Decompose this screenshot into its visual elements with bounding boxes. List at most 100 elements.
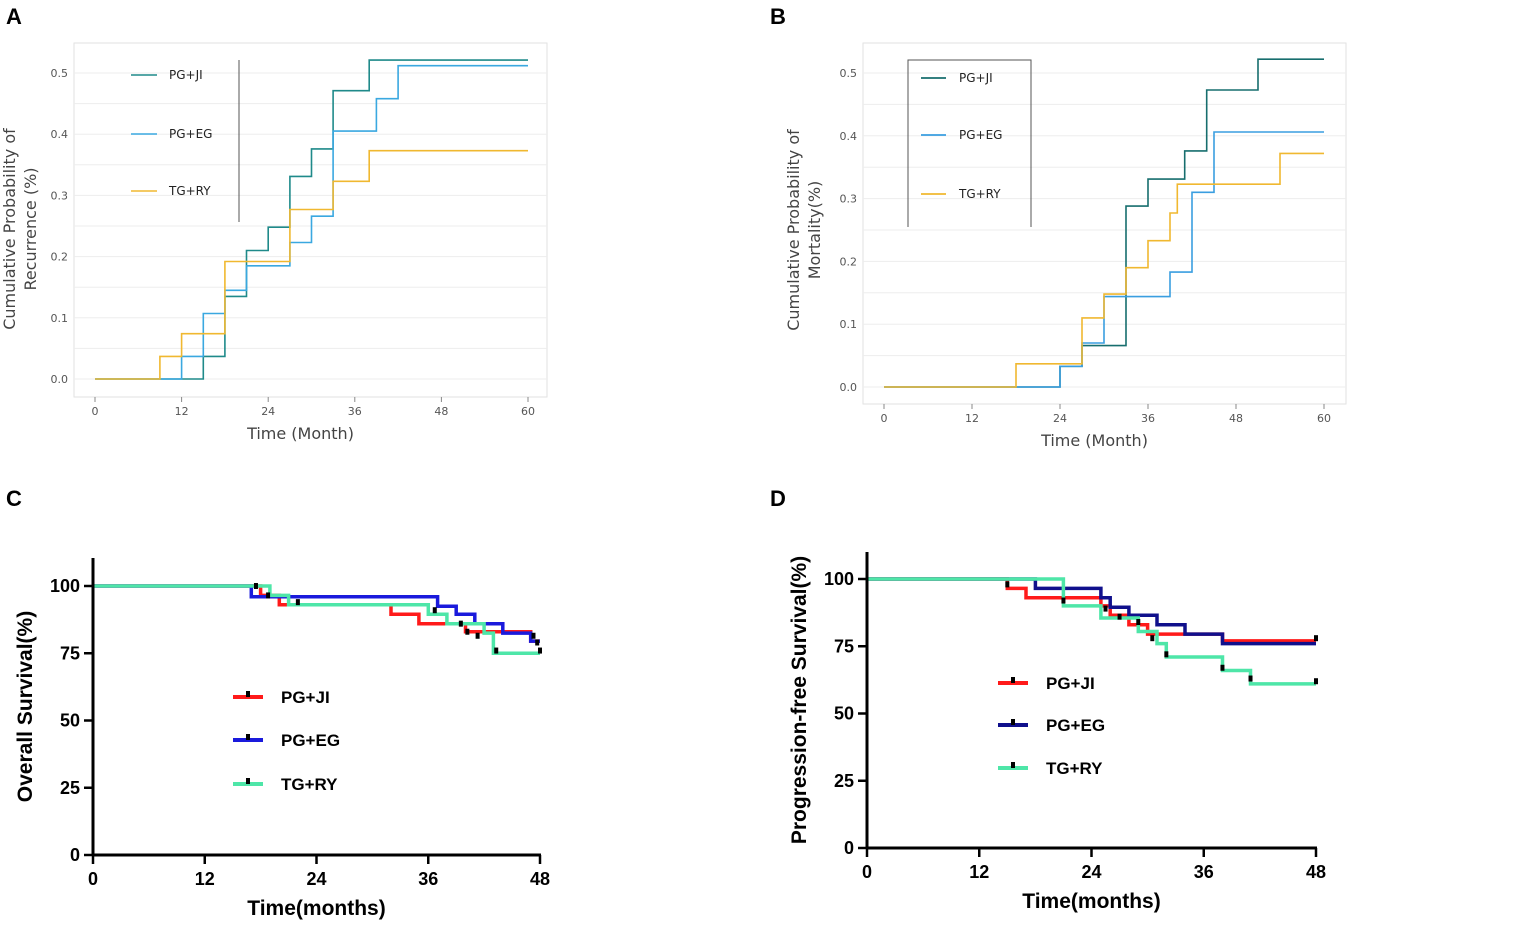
censor-mark xyxy=(1103,605,1108,612)
panel-c-chart: 0 25 50 75 100 0 12 24 36 48 Time(months) Overall S… xyxy=(14,558,550,920)
legend-label: TG+RY xyxy=(281,775,338,794)
x-tick-label: 36 xyxy=(1141,412,1155,425)
censor-mark xyxy=(475,632,480,639)
censor-mark xyxy=(1314,678,1318,685)
legend-label: PG+JI xyxy=(1046,674,1095,693)
series-line-tg-ry xyxy=(867,577,1316,686)
censor-mark xyxy=(1314,635,1318,642)
x-tick-label: 0 xyxy=(92,405,99,418)
x-tick-label: 0 xyxy=(881,412,888,425)
y-axis-title-line-1: Cumulative Probability of xyxy=(0,128,19,330)
x-tick-label: 48 xyxy=(530,869,550,889)
x-tick-label: 12 xyxy=(195,869,215,889)
series-line-pg-eg xyxy=(95,64,528,380)
legend-censor-mark xyxy=(246,691,250,697)
y-tick-label: 0.2 xyxy=(51,251,69,264)
legend-label: TG+RY xyxy=(1046,759,1103,778)
x-axis-title: Time(months) xyxy=(1022,890,1160,913)
legend-label: PG+EG xyxy=(169,127,212,141)
censor-mark xyxy=(494,647,499,654)
y-axis-title-line-2: Mortality(%) xyxy=(805,181,824,280)
y-axis-title: Overall Survival(%) xyxy=(14,611,37,802)
x-tick-label: 60 xyxy=(1317,412,1331,425)
y-tick-label: 50 xyxy=(834,704,854,724)
x-tick-label: 12 xyxy=(965,412,979,425)
y-axis-title: Progression-free Survival(%) xyxy=(788,556,811,844)
legend-box xyxy=(907,59,1032,227)
y-tick-label: 25 xyxy=(60,778,80,798)
series-line-tg-ry xyxy=(884,152,1324,388)
x-tick-label: 24 xyxy=(261,405,275,418)
y-tick-label: 0.5 xyxy=(840,67,858,80)
y-tick-label: 75 xyxy=(834,636,854,656)
y-tick-label: 0.1 xyxy=(840,318,858,331)
y-tick-label: 75 xyxy=(60,643,80,663)
legend-label: TG+RY xyxy=(958,187,1001,201)
legend-censor-mark xyxy=(246,734,250,740)
y-tick-label: 25 xyxy=(834,771,854,791)
y-tick-label: 0.0 xyxy=(51,373,69,386)
censor-mark xyxy=(1136,619,1141,626)
panel-label-d: D xyxy=(770,486,786,511)
x-tick-label: 12 xyxy=(969,862,989,882)
x-tick-label: 36 xyxy=(1194,862,1214,882)
legend-censor-mark xyxy=(1011,677,1015,683)
censor-mark xyxy=(465,628,470,635)
censor-mark xyxy=(1164,651,1169,658)
legend-label: PG+JI xyxy=(169,68,203,82)
censor-mark xyxy=(1220,664,1225,671)
x-axis-title: Time (Month) xyxy=(1040,431,1148,450)
y-tick-label: 0.1 xyxy=(51,312,69,325)
legend-label: PG+JI xyxy=(281,688,330,707)
panel-a-chart: 0.0 0.1 0.2 0.3 0.4 0.5 0 12 24 36 48 60 Time (Month… xyxy=(0,42,548,443)
y-tick-label: 100 xyxy=(50,576,80,596)
legend-label: PG+EG xyxy=(281,731,340,750)
censor-mark xyxy=(295,599,300,606)
plot-frame xyxy=(73,42,548,398)
legend-label: TG+RY xyxy=(168,184,211,198)
panel-label-a: A xyxy=(6,4,22,29)
legend-censor-mark xyxy=(1011,719,1015,725)
y-tick-label: 0.3 xyxy=(840,193,858,206)
series-line-pg-eg xyxy=(884,131,1324,388)
censor-mark xyxy=(1061,597,1066,604)
series-line-pg-ji xyxy=(95,59,528,380)
panel-label-b: B xyxy=(770,4,786,29)
censor-mark xyxy=(266,592,271,599)
panel-d-chart: 0 25 50 75 100 0 12 24 36 48 Time(months) Progressi… xyxy=(788,552,1326,913)
panel-label-c: C xyxy=(6,486,22,511)
x-tick-label: 24 xyxy=(1053,412,1067,425)
x-axis-title: Time (Month) xyxy=(246,424,354,443)
y-tick-label: 100 xyxy=(824,569,854,589)
x-tick-label: 0 xyxy=(88,869,98,889)
y-tick-label: 0 xyxy=(70,845,80,865)
legend-label: PG+EG xyxy=(1046,716,1105,735)
x-tick-label: 36 xyxy=(418,869,438,889)
censor-mark xyxy=(458,620,463,627)
y-tick-label: 0.2 xyxy=(840,255,858,268)
y-axis-title-line-2: Recurrence (%) xyxy=(21,167,40,290)
series-line-pg-eg xyxy=(867,577,1316,646)
x-axis-title: Time(months) xyxy=(247,897,385,920)
y-tick-label: 0.5 xyxy=(51,67,69,80)
y-tick-label: 0.0 xyxy=(840,381,858,394)
x-tick-label: 48 xyxy=(434,405,448,418)
censor-mark xyxy=(535,639,540,646)
x-tick-label: 12 xyxy=(175,405,189,418)
y-tick-label: 0.3 xyxy=(51,189,69,202)
x-tick-label: 48 xyxy=(1229,412,1243,425)
y-tick-label: 0.4 xyxy=(51,128,69,141)
legend-label: PG+JI xyxy=(959,71,993,85)
series-line-tg-ry xyxy=(95,149,528,380)
censor-mark xyxy=(1117,613,1122,620)
y-axis-title-line-1: Cumulative Probability of xyxy=(784,129,803,331)
censor-mark xyxy=(531,632,536,639)
censor-mark xyxy=(538,647,542,654)
series-line-tg-ry xyxy=(93,584,540,656)
y-tick-label: 0 xyxy=(844,838,854,858)
x-tick-label: 48 xyxy=(1306,862,1326,882)
plot-frame xyxy=(862,42,1347,405)
censor-mark xyxy=(253,583,258,589)
x-tick-label: 60 xyxy=(521,405,535,418)
